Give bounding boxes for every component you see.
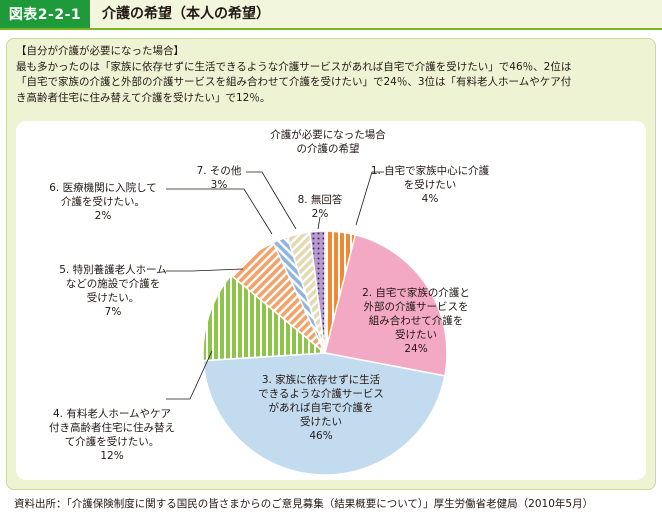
- pie-slice-2: [324, 233, 448, 377]
- leader-line-8: [317, 216, 321, 230]
- pie-slice-3: [202, 352, 446, 476]
- figure-number-badge: 図表2-2-1: [0, 0, 90, 28]
- summary-line: 最も多かったのは「家族に依存せずに生活できるような介護サービスがあれば自宅で介護…: [16, 60, 572, 73]
- slice-label-8: 8. 無回答 2%: [298, 193, 343, 220]
- figure-title: 介護の希望（本人の希望）: [102, 6, 270, 22]
- figure-header: 図表2-2-1 介護の希望（本人の希望）: [0, 0, 662, 30]
- pie-slice-8: [308, 230, 326, 354]
- leader-line-4: [166, 350, 213, 400]
- summary-text: 【自分が介護が必要になった場合】 最も多かったのは「家族に依存せずに生活できるよ…: [16, 44, 648, 106]
- leader-line-7: [246, 171, 297, 230]
- slice-label-3: 3. 家族に依存せずに生活できるような介護サービスがあれば自宅で介護を受けたい 4…: [258, 373, 384, 442]
- summary-line: き高齢者住宅に住み替えて介護を受けたい」で12％。: [16, 91, 271, 104]
- slice-label-5: 5. 特別養護老人ホームなどの施設で介護を受けたい。 7%: [59, 263, 167, 318]
- summary-line: 【自分が介護が必要になった場合】: [16, 45, 184, 57]
- source-note: 資料出所：「介護保険制度に関する国民の皆さまからのご意見募集（結果概要について）…: [14, 498, 594, 510]
- slice-label-7: 7. その他 3%: [197, 164, 242, 191]
- leader-line-1: [355, 171, 384, 226]
- leader-line-5: [166, 268, 244, 272]
- slice-label-1: 1. 自宅で家族中心に介護を受けたい 4%: [371, 164, 490, 205]
- leader-line-6: [166, 188, 273, 235]
- slice-label-2: 2. 自宅で家族の介護と外部の介護サービスを組み合わせて介護を受けたい 24%: [362, 286, 470, 355]
- slice-label-4: 4. 有料老人ホームやケア付き高齢者住宅に住み替えて介護を受けたい。 12%: [49, 407, 175, 462]
- summary-line: 「自宅で家族の介護と外部の介護サービスを組み合わせて介護を受けたい」で24％、3…: [16, 76, 572, 88]
- pie-slice-4: [202, 274, 327, 362]
- slice-label-6: 6. 医療機関に入院して介護を受けたい。 2%: [49, 181, 157, 222]
- pie-chart: 介護が必要になった場合の介護の希望 1. 自宅で家族中心に介護を受けたい 4% 2. …: [49, 128, 490, 476]
- chart-title: 介護が必要になった場合の介護の希望: [270, 128, 386, 155]
- chart-area: 介護が必要になった場合の介護の希望 1. 自宅で家族中心に介護を受けたい 4% 2. …: [16, 121, 646, 480]
